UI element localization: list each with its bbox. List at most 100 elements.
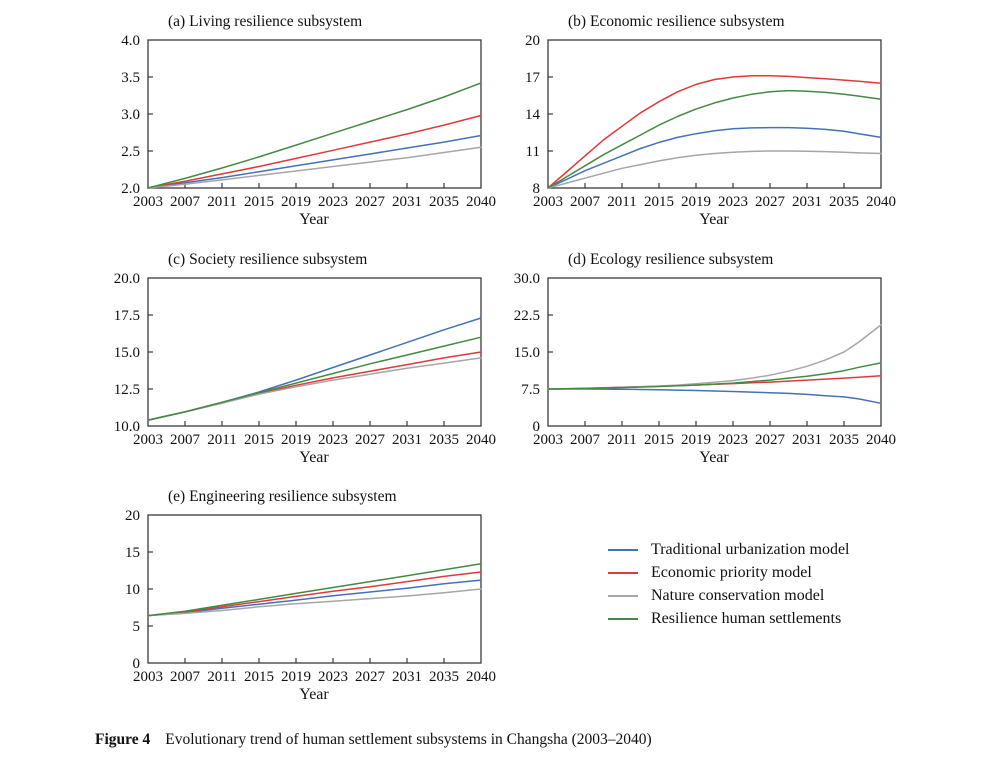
y-tick-label: 15.0 (114, 345, 140, 361)
plot-frame (147, 39, 482, 189)
legend-item-economic: Economic priority model (608, 561, 849, 584)
x-tick-label: 2027 (355, 194, 386, 210)
y-tick-label: 10 (125, 582, 140, 598)
series-line-green (147, 336, 482, 421)
y-tick-label: 8 (533, 181, 541, 197)
series-line-red (147, 571, 482, 617)
x-tick-label: 2027 (355, 432, 386, 448)
caption-text: Evolutionary trend of human settlement s… (165, 731, 652, 748)
x-tick-label: 2019 (681, 194, 711, 210)
x-tick-label: 2040 (466, 432, 496, 448)
series-line-red (147, 114, 482, 189)
legend-label: Resilience human settlements (651, 610, 842, 627)
y-tick-label: 15.0 (514, 345, 540, 361)
y-tick-label: 14 (525, 107, 541, 123)
caption-label: Figure 4 (95, 731, 151, 748)
y-tick-label: 20 (525, 33, 540, 49)
y-tick-label: 0 (133, 656, 141, 672)
x-tick-label: 2003 (133, 432, 163, 448)
panel-e-x-axis-label: Year (299, 686, 329, 703)
legend-line-swatch-gray (608, 594, 638, 597)
panel-d-plot-area: 0 7.5 15.0 22.5 30.0 2003 2007 2011 2015 2019 2023… (514, 271, 896, 448)
y-tick-label: 15 (125, 545, 140, 561)
chart-panel-e: (e) Engineering resilience subsystem 0 5 1… (125, 488, 496, 703)
x-tick-label: 2035 (829, 432, 859, 448)
series-line-green (547, 89, 882, 189)
x-tick-label: 2031 (792, 432, 822, 448)
series-line-gray (147, 588, 482, 617)
y-tick-label: 2.0 (121, 181, 140, 197)
series-line-blue (547, 126, 882, 189)
x-tick-label: 2003 (133, 194, 163, 210)
y-tick-label: 0 (533, 419, 541, 435)
y-tick-label: 30.0 (514, 271, 540, 287)
y-tick-label: 20.0 (114, 271, 140, 287)
x-tick-label: 2011 (607, 432, 636, 448)
legend-item-nature: Nature conservation model (608, 584, 849, 607)
x-tick-label: 2031 (392, 669, 422, 685)
panel-c-plot-area: 10.0 12.5 15.0 17.5 20.0 2003 2007 2011 2015 2019… (114, 271, 496, 448)
legend-line-swatch-red (608, 571, 638, 574)
chart-panel-d: (d) Ecology resilience subsystem 0 7.5 15.… (514, 251, 896, 466)
plot-frame (147, 514, 482, 664)
panel-e-plot-area: 0 5 10 15 20 2003 2007 2011 2015 2019 2023 2027 2031… (125, 508, 496, 685)
x-tick-label: 2011 (207, 194, 236, 210)
x-tick-label: 2019 (681, 432, 711, 448)
x-tick-label: 2040 (466, 194, 496, 210)
panel-a-x-axis-label: Year (299, 211, 329, 228)
y-tick-label: 4.0 (121, 33, 140, 49)
x-tick-label: 2040 (866, 194, 896, 210)
legend-label: Nature conservation model (651, 587, 825, 604)
x-tick-label: 2035 (429, 432, 459, 448)
y-tick-label: 20 (125, 508, 140, 524)
x-tick-label: 2023 (718, 194, 748, 210)
x-tick-label: 2007 (170, 194, 201, 210)
y-tick-label: 22.5 (514, 308, 540, 324)
figure-caption: Figure 4 Evolutionary trend of human sett… (95, 731, 652, 749)
series-line-green (147, 563, 482, 617)
series-line-red (547, 75, 882, 189)
x-tick-label: 2040 (466, 669, 496, 685)
legend-label: Traditional urbanization model (651, 541, 850, 558)
x-tick-label: 2027 (755, 194, 786, 210)
panel-c-title: (c) Society resilience subsystem (168, 251, 367, 268)
series-line-gray (547, 150, 882, 189)
legend-line-swatch-green (608, 617, 638, 620)
panel-b-x-axis-label: Year (699, 211, 729, 228)
x-tick-label: 2027 (755, 432, 786, 448)
x-tick-label: 2019 (281, 432, 311, 448)
x-tick-label: 2023 (318, 432, 348, 448)
y-tick-label: 7.5 (521, 382, 540, 398)
x-tick-label: 2035 (429, 194, 459, 210)
chart-panel-c: (c) Society resilience subsystem 10.0 12.… (114, 251, 496, 466)
x-tick-label: 2019 (281, 669, 311, 685)
x-tick-label: 2019 (281, 194, 311, 210)
x-tick-label: 2003 (133, 669, 163, 685)
series-line-red (147, 351, 482, 421)
x-tick-label: 2015 (644, 194, 674, 210)
legend-line-swatch-blue (608, 548, 638, 551)
series-line-blue (147, 579, 482, 617)
legend-item-traditional: Traditional urbanization model (608, 538, 849, 561)
x-tick-label: 2007 (170, 669, 201, 685)
y-tick-label: 3.0 (121, 107, 140, 123)
x-tick-label: 2027 (355, 669, 386, 685)
legend: Traditional urbanization model Economic … (608, 538, 849, 630)
panel-c-x-axis-label: Year (299, 449, 329, 466)
x-tick-label: 2035 (429, 669, 459, 685)
x-tick-label: 2031 (392, 432, 422, 448)
x-tick-label: 2007 (170, 432, 201, 448)
y-tick-label: 17 (525, 70, 541, 86)
x-tick-label: 2007 (570, 194, 601, 210)
y-tick-label: 2.5 (121, 144, 140, 160)
legend-item-resilience: Resilience human settlements (608, 607, 849, 630)
series-line-gray (147, 146, 482, 189)
x-tick-label: 2035 (829, 194, 859, 210)
plot-frame (547, 277, 882, 427)
chart-panel-b: (b) Economic resilience subsystem 8 11 14 1… (525, 13, 896, 228)
y-tick-label: 11 (526, 144, 540, 160)
x-tick-label: 2011 (207, 432, 236, 448)
series-line-blue (547, 388, 882, 405)
panel-b-title: (b) Economic resilience subsystem (568, 13, 785, 30)
